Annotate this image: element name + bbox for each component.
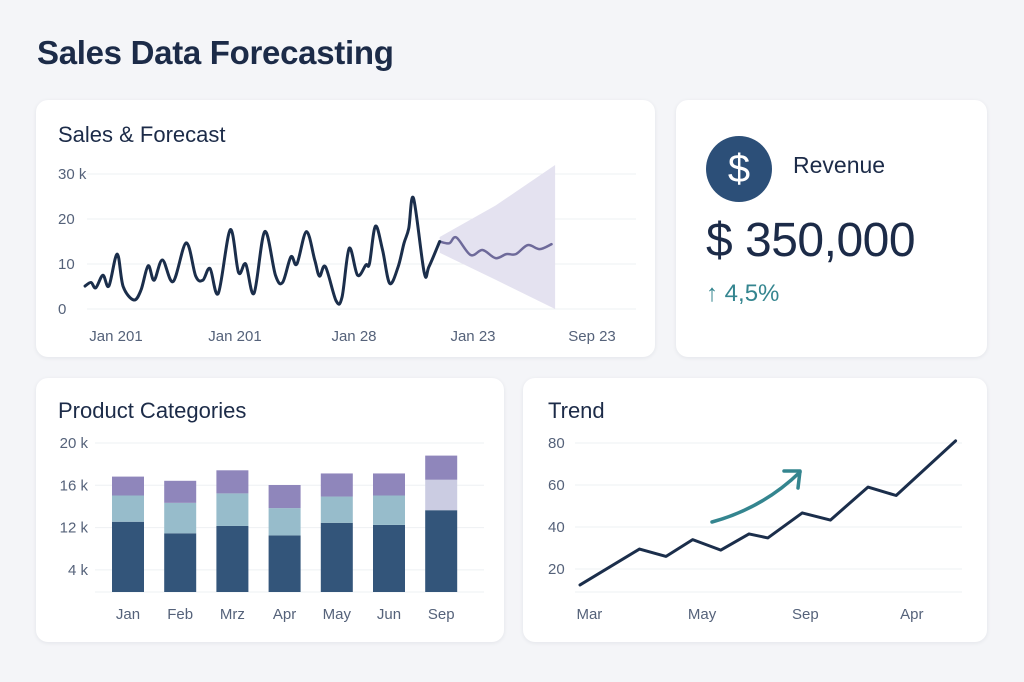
x-tick-label: Jan 201	[208, 328, 261, 345]
y-tick-label: 16 k	[60, 477, 89, 494]
sales-forecast-title: Sales & Forecast	[58, 122, 226, 147]
revenue-change-value: 4,5%	[724, 280, 780, 307]
x-tick-label: Mrz	[220, 606, 245, 623]
x-tick-label: Sep	[792, 606, 819, 623]
bar-segment-top	[164, 480, 197, 503]
x-tick-label: Jun	[377, 606, 401, 623]
y-tick-label: 10	[58, 256, 75, 273]
bar-segment-middle	[425, 479, 458, 511]
y-tick-label: 0	[58, 301, 66, 318]
page-title: Sales Data Forecasting	[37, 34, 394, 71]
bar-segment-middle	[320, 496, 353, 523]
x-tick-label: Sep	[428, 606, 455, 623]
bar-segment-top	[320, 473, 353, 497]
bar-segment-base	[373, 524, 405, 592]
bar-segment-middle	[112, 495, 144, 522]
x-tick-label: Apr	[273, 606, 296, 623]
product-categories-card: Product Categories 20 k 16 k 12 k 4 k Jan Feb…	[36, 378, 504, 642]
sales-forecast-chart: 30 k 20 10 0 Jan 201 Jan 201 Jan 28 Jan 23 Sep 2…	[58, 165, 636, 345]
bar-segment-top	[425, 455, 458, 480]
bar-segment-base	[216, 525, 249, 592]
x-tick-label: May	[688, 606, 717, 623]
revenue-label: Revenue	[793, 152, 886, 178]
x-tick-label: Jan 23	[450, 328, 495, 345]
revenue-value: $ 350,000	[706, 214, 916, 267]
product-categories-chart: 20 k 16 k 12 k 4 k Jan Feb Mrz Apr May Jun Sep	[60, 435, 484, 623]
bar-segment-base	[320, 522, 353, 592]
bar-segment-base	[112, 521, 144, 592]
trend-title: Trend	[548, 398, 605, 423]
y-tick-label: 20	[548, 561, 565, 578]
trend-line	[578, 439, 958, 587]
bar-segment-middle	[373, 495, 405, 525]
revenue-change: ↑ 4,5%	[706, 280, 779, 308]
bar-segment-middle	[164, 502, 197, 534]
bar-segment-middle	[268, 508, 301, 536]
x-tick-label: Mar	[576, 606, 602, 623]
x-tick-label: Jan 28	[331, 328, 376, 345]
trend-card: Trend 80 60 40 20 Mar May Sep Apr	[523, 378, 987, 642]
x-tick-label: May	[323, 606, 352, 623]
x-tick-label: Feb	[167, 606, 193, 623]
dollar-icon: $	[706, 136, 772, 202]
trend-up-arrow-icon	[710, 470, 802, 524]
bar-segment-top	[268, 485, 301, 509]
x-tick-label: Apr	[900, 606, 923, 623]
y-tick-label: 30 k	[58, 166, 87, 183]
y-tick-label: 4 k	[68, 562, 89, 579]
bar-segment-top	[373, 473, 405, 496]
bar-segment-base	[268, 535, 301, 592]
y-tick-label: 20	[58, 211, 75, 228]
y-tick-label: 40	[548, 519, 565, 536]
y-tick-label: 12 k	[60, 520, 89, 537]
sales-forecast-card: Sales & Forecast 30 k 20 10 0 Jan 201 Jan 201…	[36, 100, 655, 357]
bar-segment-top	[112, 476, 144, 496]
x-tick-label: Jan 201	[89, 328, 142, 345]
x-tick-label: Jan	[116, 606, 140, 623]
bar-segment-top	[216, 470, 249, 494]
forecast-confidence-band	[439, 165, 556, 309]
trend-chart: 80 60 40 20 Mar May Sep Apr	[548, 435, 962, 623]
arrow-up-icon: ↑	[706, 280, 718, 307]
revenue-card: $ Revenue $ 350,000 ↑ 4,5%	[676, 100, 987, 357]
product-categories-title: Product Categories	[58, 398, 247, 423]
y-tick-label: 80	[548, 435, 565, 452]
arrow-head-icon	[782, 469, 802, 490]
y-tick-label: 60	[548, 477, 565, 494]
x-tick-label: Sep 23	[568, 328, 616, 345]
forecast-line	[438, 235, 553, 260]
y-tick-label: 20 k	[60, 435, 89, 452]
bar-segment-base	[425, 510, 458, 592]
bar-segment-middle	[216, 493, 249, 526]
bar-segment-base	[164, 533, 197, 592]
sales-line	[83, 195, 442, 306]
